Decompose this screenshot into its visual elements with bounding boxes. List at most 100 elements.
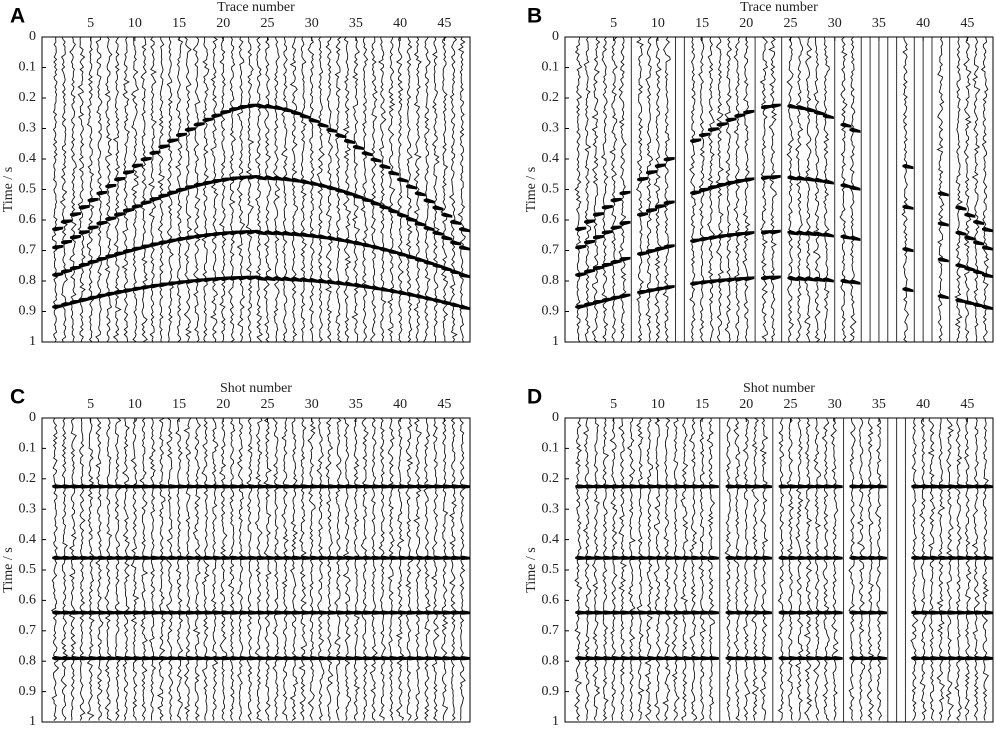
event-pulse	[176, 555, 188, 561]
event-pulse	[105, 555, 117, 561]
event-pulse	[637, 655, 649, 661]
trace-wiggle	[316, 417, 325, 721]
event-pulse	[681, 655, 693, 661]
event-pulse	[592, 299, 604, 305]
event-pulse	[423, 295, 435, 302]
event-pulse	[964, 235, 976, 241]
event-pulse	[743, 484, 755, 489]
event-pulse	[352, 555, 364, 561]
event-pulse	[131, 246, 143, 252]
event-pulse	[760, 104, 772, 110]
event-pulse	[96, 256, 108, 262]
event-pulse	[840, 234, 852, 240]
trace-wiggle	[733, 417, 741, 721]
event-pulse	[397, 212, 409, 218]
trace-wiggle	[281, 36, 288, 343]
event-pulse	[423, 555, 435, 561]
y-tick-label: 0	[552, 410, 559, 425]
event-pulse	[255, 610, 267, 615]
event-pulse	[619, 484, 631, 489]
trace-wiggle	[165, 417, 174, 721]
event-pulse	[78, 262, 90, 268]
x-tick-label: 40	[393, 16, 407, 31]
event-pulse	[61, 555, 73, 561]
event-pulse	[414, 293, 426, 300]
trace-wiggle	[848, 36, 857, 343]
event-pulse	[379, 555, 391, 561]
event-pulse	[405, 484, 417, 489]
event-pulse	[955, 655, 967, 661]
event-pulse	[176, 236, 188, 242]
event-pulse	[681, 610, 693, 615]
event-pulse	[849, 235, 861, 241]
event-pulse	[584, 610, 596, 615]
event-pulse	[237, 104, 249, 110]
event-pulse	[707, 279, 719, 284]
event-pulse	[291, 177, 303, 184]
trace-wiggle	[236, 36, 246, 343]
event-pulse	[814, 610, 826, 615]
event-pulse	[299, 277, 311, 283]
y-tick-label: 0.7	[19, 623, 37, 638]
event-pulse	[964, 266, 976, 272]
y-tick-label: 0.8	[542, 273, 560, 288]
event-pulse	[149, 283, 161, 289]
event-pulse	[69, 655, 81, 661]
event-pulse	[246, 484, 258, 489]
event-pulse	[875, 610, 887, 615]
trace-wiggle	[742, 36, 751, 343]
event-pulse	[255, 484, 267, 489]
event-pulse	[335, 610, 347, 615]
event-pulse	[955, 555, 967, 561]
event-pulse	[352, 484, 364, 489]
event-pulse	[663, 610, 675, 615]
event-pulse	[105, 291, 117, 297]
event-pulse	[229, 275, 241, 281]
event-pulse	[769, 275, 781, 281]
trace-wiggle	[706, 417, 716, 721]
trace-wiggle	[353, 417, 360, 721]
event-pulse	[592, 610, 604, 615]
event-pulse	[246, 655, 258, 661]
trace-wiggle	[609, 417, 618, 721]
event-pulse	[335, 484, 347, 489]
event-pulse	[149, 150, 161, 156]
event-pulse	[814, 276, 826, 282]
x-tick-label: 15	[172, 397, 186, 412]
y-tick-label: 0.3	[19, 121, 37, 136]
trace-wiggle	[927, 417, 936, 721]
trace-wiggle	[591, 36, 601, 343]
event-pulse	[805, 230, 817, 237]
event-pulse	[352, 193, 364, 200]
event-pulse	[716, 234, 728, 239]
panel-letter: D	[527, 386, 542, 409]
trace-wiggle	[255, 36, 264, 343]
event-pulse	[637, 251, 649, 257]
event-pulse	[361, 197, 373, 203]
event-pulse	[911, 610, 923, 615]
x-tick-label: 5	[87, 16, 94, 31]
event-pulse	[158, 484, 170, 489]
trace-wiggle	[378, 36, 387, 343]
y-tick-label: 0.1	[19, 441, 37, 456]
y-tick-label: 0	[29, 29, 36, 44]
event-pulse	[379, 610, 391, 615]
event-pulse	[237, 610, 249, 615]
event-pulse	[237, 230, 249, 235]
trace-wiggle	[104, 417, 113, 721]
event-pulse	[264, 655, 276, 661]
x-tick-label: 40	[916, 397, 930, 412]
trace-wiggle	[131, 36, 140, 343]
event-pulse	[264, 610, 276, 615]
event-pulse	[352, 144, 364, 150]
event-pulse	[87, 610, 99, 615]
event-pulse	[397, 484, 409, 489]
event-pulse	[911, 655, 923, 661]
event-pulse	[973, 484, 985, 489]
x-tick-label: 25	[783, 16, 797, 31]
trace-wiggle	[574, 36, 583, 343]
event-pulse	[441, 555, 453, 561]
trace-wiggle	[662, 417, 671, 721]
event-pulse	[840, 278, 852, 284]
event-pulse	[937, 610, 949, 615]
